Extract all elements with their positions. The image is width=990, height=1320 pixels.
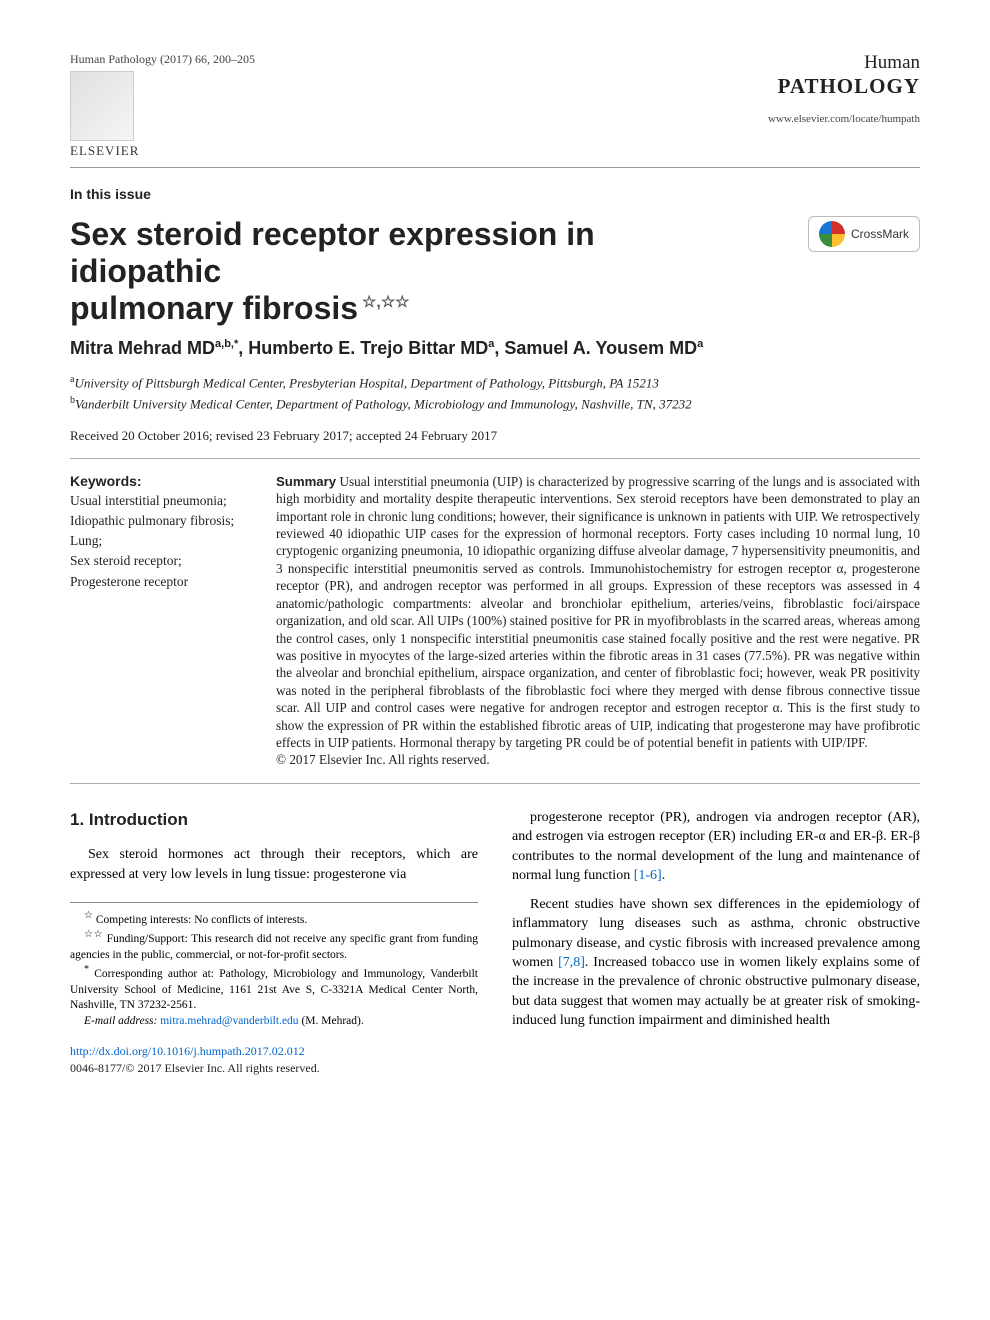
intro-p2a: progesterone receptor (PR), androgen via… xyxy=(512,810,920,883)
crossmark-badge[interactable]: CrossMark xyxy=(808,216,920,252)
title-footnote-stars: ☆,☆☆ xyxy=(358,294,409,311)
rule-above-summary xyxy=(70,458,920,459)
issn-copyright: 0046-8177/© 2017 Elsevier Inc. All right… xyxy=(70,1060,478,1077)
keyword-item: Lung; xyxy=(70,531,248,551)
keywords-summary-row: Keywords: Usual interstitial pneumonia; … xyxy=(70,473,920,769)
elsevier-tree-icon xyxy=(70,71,134,141)
publisher-label: ELSEVIER xyxy=(70,143,139,159)
header-rule xyxy=(70,167,920,168)
author-2: , Humberto E. Trejo Bittar MD xyxy=(238,338,488,358)
affiliation-b: bVanderbilt University Medical Center, D… xyxy=(70,394,920,414)
summary-box: Summary Usual interstitial pneumonia (UI… xyxy=(276,473,920,769)
body-columns: 1. Introduction Sex steroid hormones act… xyxy=(70,808,920,1076)
left-column: 1. Introduction Sex steroid hormones act… xyxy=(70,808,478,1076)
ref-link-1-6[interactable]: [1-6] xyxy=(634,868,662,883)
publisher-logo-block: ELSEVIER xyxy=(70,71,255,159)
email-link[interactable]: mitra.mehrad@vanderbilt.edu xyxy=(160,1015,298,1027)
author-3: , Samuel A. Yousem MD xyxy=(494,338,697,358)
page-header: Human Pathology (2017) 66, 200–205 ELSEV… xyxy=(70,52,920,159)
keyword-item: Idiopathic pulmonary fibrosis; xyxy=(70,511,248,531)
keywords-heading: Keywords: xyxy=(70,473,248,489)
title-line2: pulmonary fibrosis xyxy=(70,290,358,326)
author-3-affil: a xyxy=(697,338,703,350)
keywords-box: Keywords: Usual interstitial pneumonia; … xyxy=(70,473,248,769)
footnotes-block: ☆ Competing interests: No conflicts of i… xyxy=(70,902,478,1029)
footnote-email: E-mail address: mitra.mehrad@vanderbilt.… xyxy=(70,1014,478,1030)
keyword-item: Sex steroid receptor; xyxy=(70,551,248,571)
title-line1: Sex steroid receptor expression in idiop… xyxy=(70,216,595,289)
affiliation-b-text: Vanderbilt University Medical Center, De… xyxy=(75,396,692,411)
keyword-item: Progesterone receptor xyxy=(70,572,248,592)
summary-text: Usual interstitial pneumonia (UIP) is ch… xyxy=(276,474,920,750)
footnote-competing-text: Competing interests: No conflicts of int… xyxy=(96,914,307,926)
email-label: E-mail address: xyxy=(84,1015,157,1027)
affiliations: aUniversity of Pittsburgh Medical Center… xyxy=(70,373,920,413)
doi-block: http://dx.doi.org/10.1016/j.humpath.2017… xyxy=(70,1043,478,1060)
footnote-funding-text: Funding/Support: This research did not r… xyxy=(70,933,478,961)
footnote-corresponding: * Corresponding author at: Pathology, Mi… xyxy=(70,963,478,1013)
intro-p3: Recent studies have shown sex difference… xyxy=(512,895,920,1030)
journal-url[interactable]: www.elsevier.com/locate/humpath xyxy=(768,113,920,125)
article-dates: Received 20 October 2016; revised 23 Feb… xyxy=(70,428,920,444)
summary-copyright: © 2017 Elsevier Inc. All rights reserved… xyxy=(276,751,920,768)
right-column: progesterone receptor (PR), androgen via… xyxy=(512,808,920,1076)
journal-name-line1: Human xyxy=(768,52,920,74)
section-1-heading: 1. Introduction xyxy=(70,808,478,831)
intro-p1: Sex steroid hormones act through their r… xyxy=(70,845,478,884)
crossmark-icon xyxy=(819,221,845,247)
summary-lead: Summary xyxy=(276,474,336,489)
crossmark-label: CrossMark xyxy=(851,227,909,241)
header-left: Human Pathology (2017) 66, 200–205 ELSEV… xyxy=(70,52,255,159)
intro-p2: progesterone receptor (PR), androgen via… xyxy=(512,808,920,885)
email-tail: (M. Mehrad). xyxy=(299,1015,364,1027)
journal-logo-block: Human PATHOLOGY www.elsevier.com/locate/… xyxy=(768,52,920,125)
doi-link[interactable]: http://dx.doi.org/10.1016/j.humpath.2017… xyxy=(70,1044,305,1058)
keywords-list: Usual interstitial pneumonia; Idiopathic… xyxy=(70,491,248,592)
title-row: Sex steroid receptor expression in idiop… xyxy=(70,216,920,326)
affiliation-a: aUniversity of Pittsburgh Medical Center… xyxy=(70,373,920,393)
intro-p2b: . xyxy=(662,868,666,883)
journal-name-line2: PATHOLOGY xyxy=(768,74,920,99)
footnote-competing: ☆ Competing interests: No conflicts of i… xyxy=(70,909,478,928)
citation-text: Human Pathology (2017) 66, 200–205 xyxy=(70,52,255,67)
section-label: In this issue xyxy=(70,186,920,202)
authors-line: Mitra Mehrad MDa,b,*, Humberto E. Trejo … xyxy=(70,338,920,359)
rule-below-summary xyxy=(70,783,920,784)
keyword-item: Usual interstitial pneumonia; xyxy=(70,491,248,511)
ref-link-7-8[interactable]: [7,8] xyxy=(558,955,585,970)
footnote-funding: ☆☆ Funding/Support: This research did no… xyxy=(70,928,478,963)
author-1: Mitra Mehrad MD xyxy=(70,338,215,358)
footnote-corresponding-text: Corresponding author at: Pathology, Micr… xyxy=(70,968,478,1011)
article-title: Sex steroid receptor expression in idiop… xyxy=(70,216,730,326)
author-1-affil: a,b,* xyxy=(215,338,238,350)
affiliation-a-text: University of Pittsburgh Medical Center,… xyxy=(74,376,658,391)
